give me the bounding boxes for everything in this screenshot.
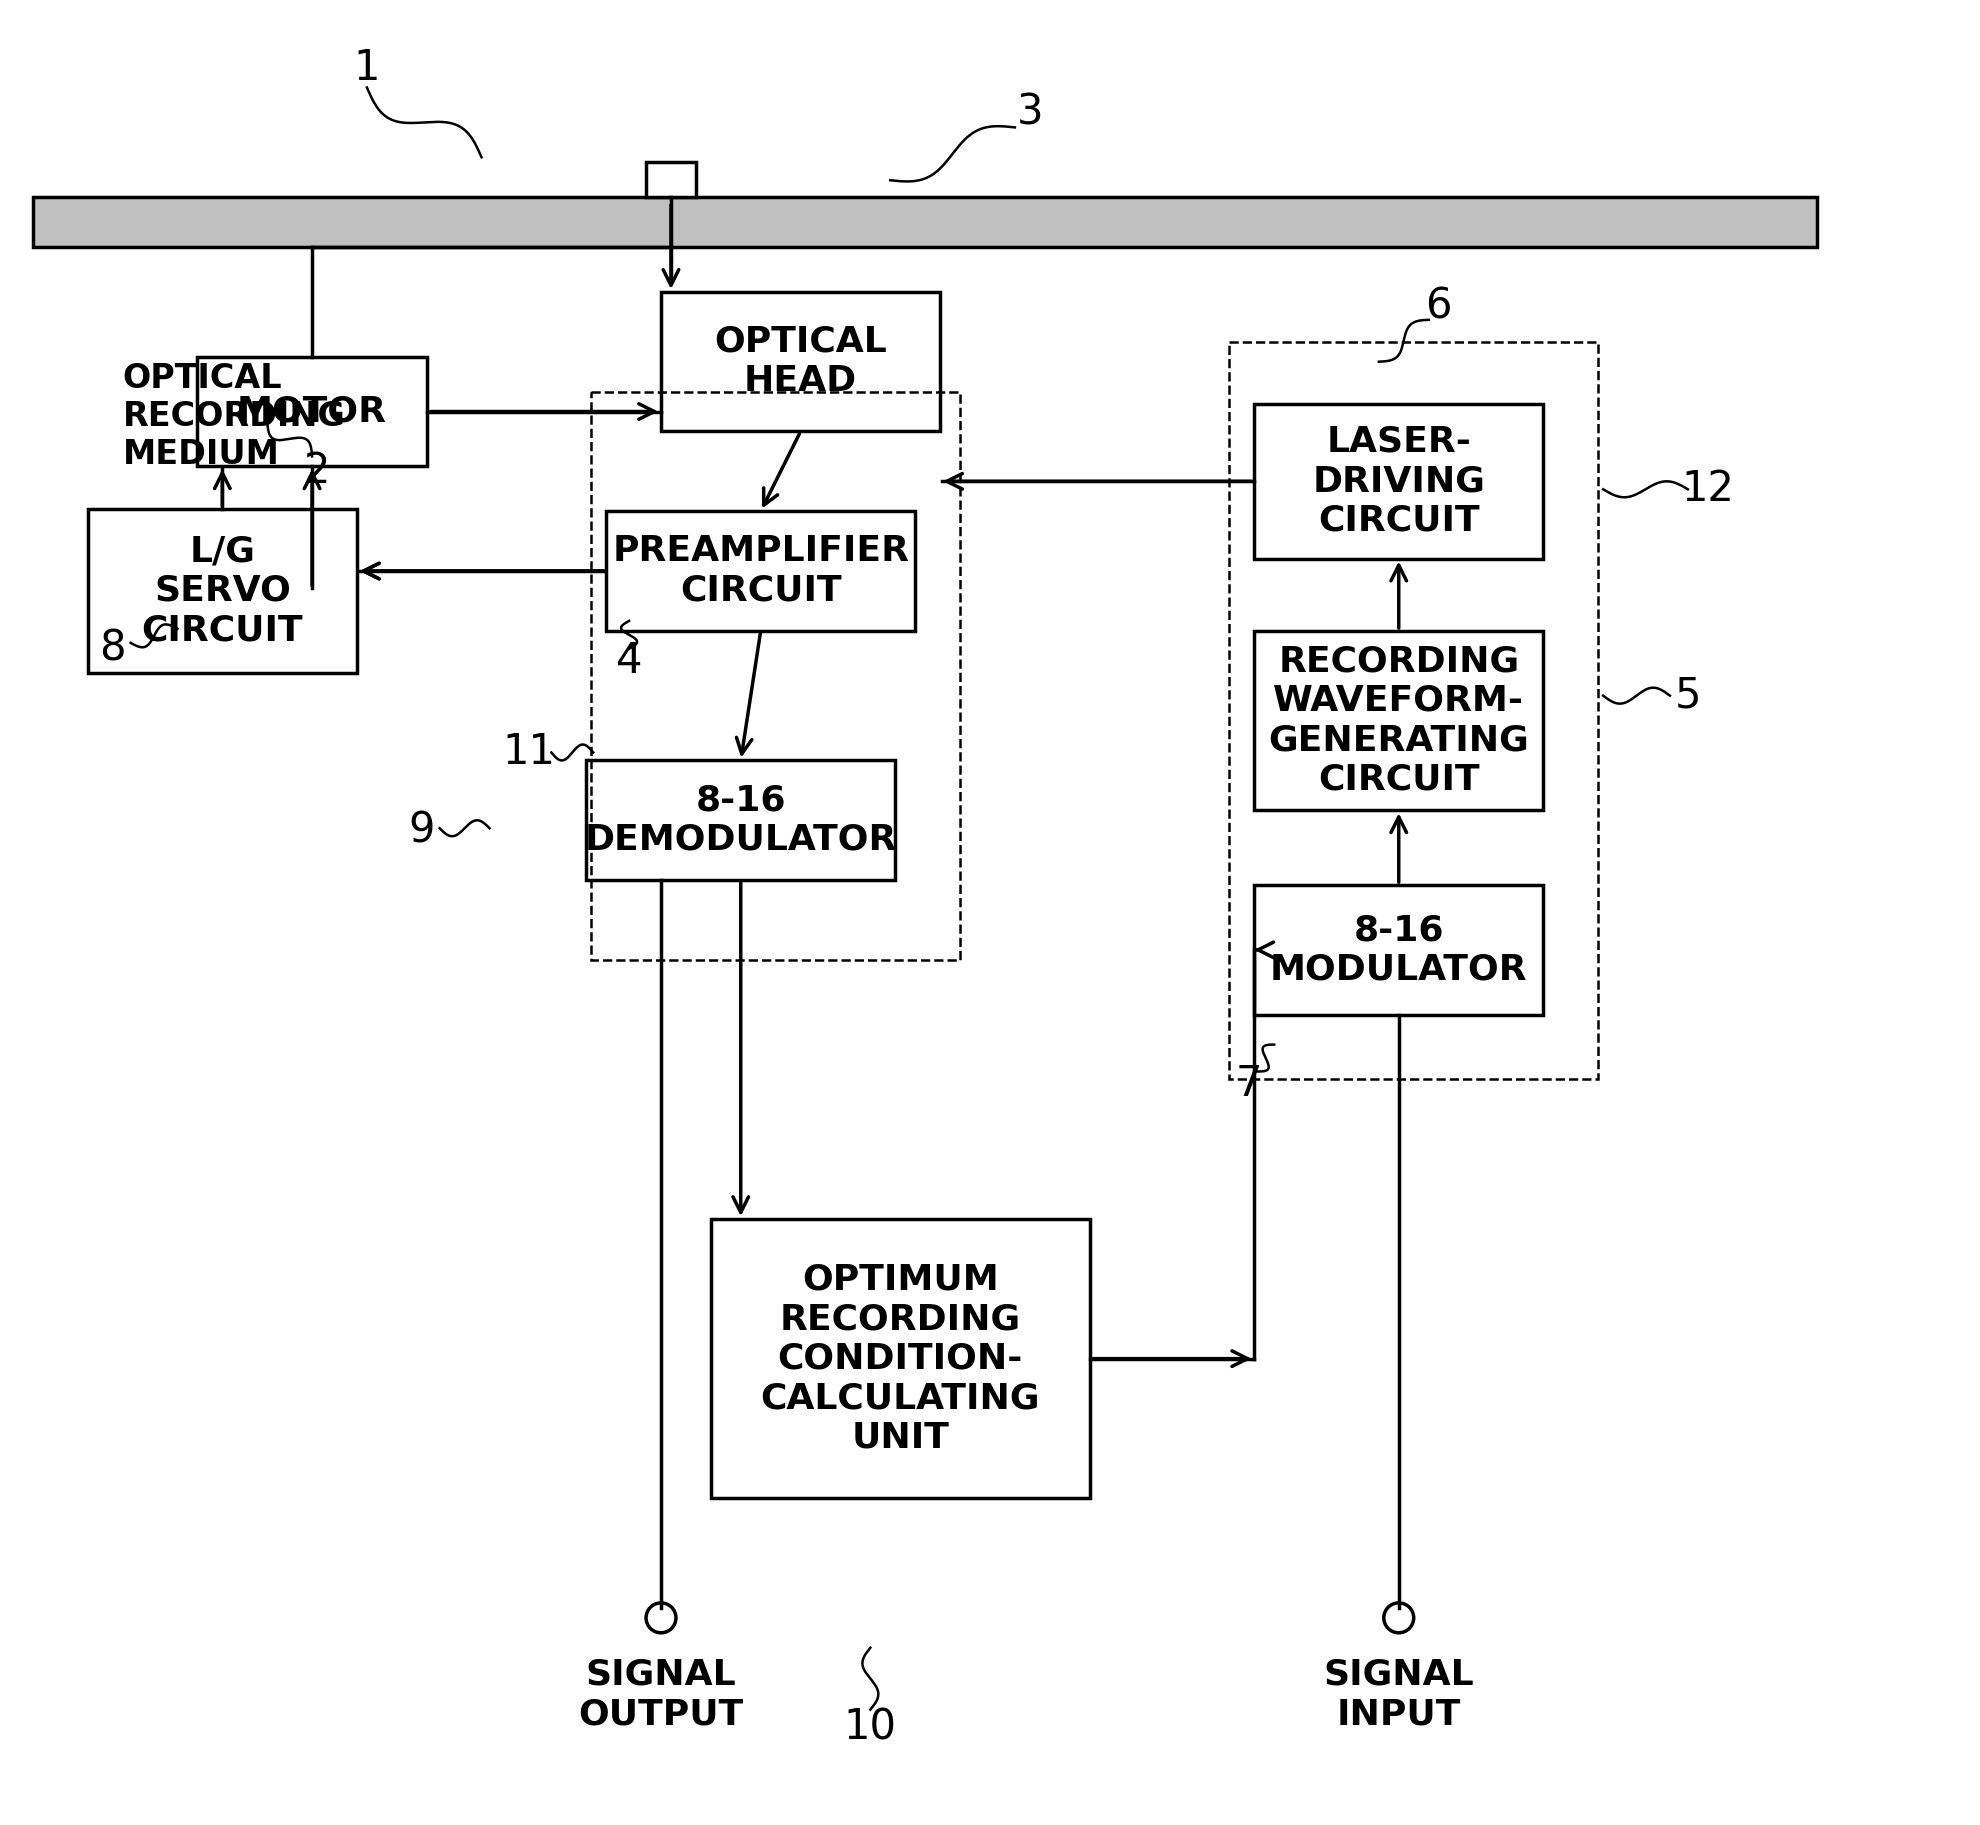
Text: L/G
SERVO
CIRCUIT: L/G SERVO CIRCUIT [141,535,303,648]
Bar [645,162,695,197]
Text: 9: 9 [408,808,436,850]
Text: 2: 2 [303,451,331,493]
Text: LASER-
DRIVING
CIRCUIT: LASER- DRIVING CIRCUIT [1313,425,1485,538]
Text: MOTOR: MOTOR [238,394,386,429]
Text: 5: 5 [1675,675,1701,717]
Text: SIGNAL
OUTPUT: SIGNAL OUTPUT [578,1657,744,1732]
Bar [1253,885,1542,1015]
Text: 11: 11 [503,732,556,774]
Bar [661,292,940,431]
Text: 7: 7 [1236,1064,1263,1106]
Text: 6: 6 [1426,287,1451,328]
Bar [1230,341,1598,1080]
Text: 3: 3 [1016,91,1043,133]
Text: OPTICAL
RECORDING
MEDIUM: OPTICAL RECORDING MEDIUM [123,361,346,471]
Text: 8-16
MODULATOR: 8-16 MODULATOR [1269,912,1527,987]
Text: OPTIMUM
RECORDING
CONDITION-
CALCULATING
UNIT: OPTIMUM RECORDING CONDITION- CALCULATING… [760,1263,1040,1455]
Text: 12: 12 [1681,469,1734,511]
Text: OPTICAL
HEAD: OPTICAL HEAD [715,325,887,398]
Bar [87,509,356,673]
Bar [34,197,1818,246]
Bar [1253,403,1542,558]
Text: 10: 10 [843,1706,897,1748]
Bar [1253,631,1542,810]
Text: 8-16
DEMODULATOR: 8-16 DEMODULATOR [584,783,897,858]
Bar [198,356,428,467]
Bar [711,1219,1089,1498]
Text: PREAMPLIFIER
CIRCUIT: PREAMPLIFIER CIRCUIT [612,535,909,608]
Bar [606,511,915,631]
Text: SIGNAL
INPUT: SIGNAL INPUT [1323,1657,1473,1732]
Text: RECORDING
WAVEFORM-
GENERATING
CIRCUIT: RECORDING WAVEFORM- GENERATING CIRCUIT [1269,644,1529,798]
Text: 4: 4 [616,641,642,683]
Text: 8: 8 [99,628,127,670]
Bar [592,392,960,960]
Bar [586,761,895,880]
Text: 1: 1 [354,47,380,89]
